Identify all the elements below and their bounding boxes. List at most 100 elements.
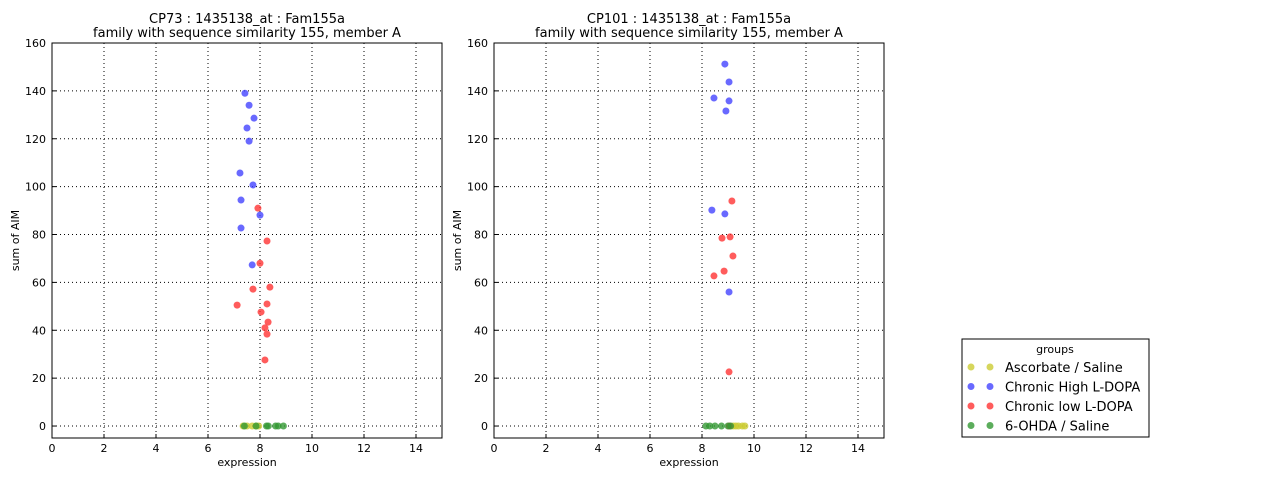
y-tick-label: 100 [467,181,488,194]
y-tick-label: 80 [32,229,46,242]
data-point [243,124,251,132]
data-point [706,422,714,430]
x-tick-label: 0 [49,442,56,455]
y-tick-label: 140 [25,85,46,98]
data-point [725,78,733,86]
data-point [725,288,733,296]
data-point [725,97,733,105]
data-point [237,196,245,204]
data-point [741,422,749,430]
data-point [727,422,735,430]
data-point [718,422,725,430]
data-point [264,318,272,326]
plot-frame [51,42,443,439]
legend-marker [967,422,975,429]
y-tick-label: 0 [481,420,488,433]
data-point [710,94,718,102]
data-point [729,252,737,260]
x-tick-label: 10 [747,442,761,455]
y-tick-label: 40 [32,324,46,337]
chart-title: CP101 : 1435138_at : Fam155a [587,12,791,27]
data-point [245,101,253,109]
legend-marker [986,402,994,410]
data-point [248,261,256,269]
x-tick-label: 8 [257,442,264,455]
plot-frame [493,42,885,439]
y-tick-label: 20 [474,372,488,385]
data-point [274,422,282,430]
data-point [264,422,272,430]
data-point [722,107,730,115]
x-axis-label: expression [659,456,718,469]
chart-subtitle: family with sequence similarity 155, mem… [93,26,401,41]
y-tick-label: 160 [467,37,488,50]
x-tick-label: 12 [357,442,371,455]
x-tick-label: 4 [153,442,160,455]
y-tick-label: 0 [39,420,46,433]
data-point [252,422,260,430]
data-point [261,324,269,332]
y-tick-label: 160 [25,37,46,50]
data-point [256,259,264,267]
x-axis-label: expression [217,456,276,469]
y-tick-label: 80 [474,229,488,242]
legend-box [961,338,1150,438]
legend-marker [986,383,994,390]
legend-label: 6-OHDA / Saline [1005,420,1109,435]
chart-subtitle: family with sequence similarity 155, mem… [535,26,843,41]
y-tick-label: 60 [474,276,488,289]
data-point [240,422,248,430]
y-tick-label: 120 [25,133,46,146]
data-point [254,204,262,212]
y-axis-label: sum of AIM [451,210,464,271]
data-point [257,308,265,316]
data-point [721,210,729,218]
data-point [720,267,728,275]
y-tick-label: 20 [32,372,46,385]
x-tick-label: 4 [595,442,602,455]
data-point [711,422,719,430]
x-tick-label: 2 [543,442,550,455]
x-tick-label: 6 [647,442,654,455]
data-point [721,60,729,68]
legend-marker [986,422,994,429]
data-point [728,197,736,205]
y-tick-label: 60 [32,276,46,289]
data-point [718,234,726,242]
x-tick-label: 14 [409,442,423,455]
data-point [708,206,716,214]
legend-marker [986,363,994,371]
legend-label: Chronic High L-DOPA [1005,381,1140,396]
y-tick-label: 40 [474,324,488,337]
data-point [249,285,257,293]
data-point [236,169,244,177]
data-point [266,283,274,291]
legend-marker [967,363,975,371]
x-tick-label: 14 [851,442,865,455]
data-point [237,224,245,232]
x-tick-label: 2 [101,442,108,455]
legend-marker [967,383,975,390]
legend-label: Chronic low L-DOPA [1005,400,1133,415]
y-tick-label: 120 [467,133,488,146]
data-point [250,114,258,122]
y-tick-label: 100 [25,181,46,194]
data-point [725,368,733,376]
x-tick-label: 6 [205,442,212,455]
x-tick-label: 10 [305,442,319,455]
data-point [263,237,271,245]
legend-marker [967,402,975,410]
data-point [263,330,271,338]
data-point [249,181,257,189]
data-point [710,272,718,280]
data-point [256,211,264,219]
data-point [245,137,253,145]
x-tick-label: 0 [491,442,498,455]
x-tick-label: 8 [699,442,706,455]
x-tick-label: 12 [799,442,813,455]
chart-title: CP73 : 1435138_at : Fam155a [149,12,345,27]
data-point [241,89,249,97]
